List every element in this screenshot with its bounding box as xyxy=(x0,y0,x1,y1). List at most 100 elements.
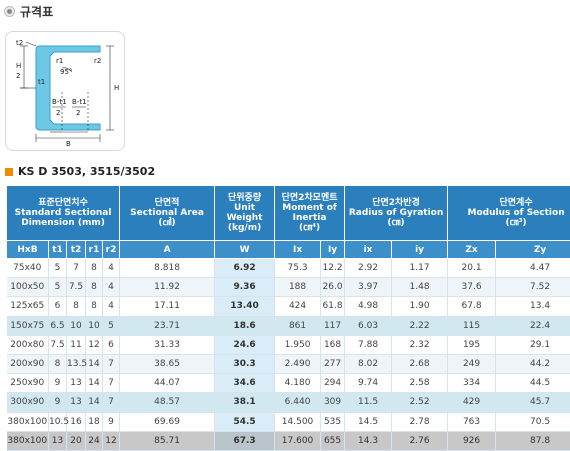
table-cell: 34.6 xyxy=(215,374,275,393)
table-cell: 6.92 xyxy=(215,259,275,278)
h-half-den-label: 2 xyxy=(16,72,20,80)
table-cell: 535 xyxy=(321,412,345,431)
table-cell: 61.8 xyxy=(321,297,345,316)
table-cell: 3.97 xyxy=(345,278,392,297)
table-cell: 8.818 xyxy=(120,259,215,278)
t1-label: t1 xyxy=(38,78,45,86)
table-cell: 75.3 xyxy=(275,259,321,278)
table-cell: 5 xyxy=(49,278,67,297)
table-cell: 125x65 xyxy=(7,297,49,316)
table-cell: 380x100 xyxy=(7,412,49,431)
header-area: 단면적 Sectional Area (㎠) xyxy=(120,186,215,241)
subheader-cell: Iy xyxy=(321,241,345,259)
subheader-cell: ix xyxy=(345,241,392,259)
bt1-num-a: B-t1 xyxy=(52,98,67,106)
table-cell: 6.03 xyxy=(345,316,392,335)
table-cell: 8 xyxy=(67,297,86,316)
table-cell: 309 xyxy=(321,393,345,412)
channel-diagram-svg: t2 H 2 r1 r2 95° t1 H B-t1 2 B-t1 2 B xyxy=(6,32,124,150)
table-cell: 13.4 xyxy=(496,297,570,316)
table-cell: 8 xyxy=(86,259,103,278)
table-cell: 67.8 xyxy=(448,297,496,316)
standard-title: KS D 3503, 3515/3502 xyxy=(18,165,155,178)
table-cell: 70.5 xyxy=(496,412,570,431)
subheader-cell: r1 xyxy=(86,241,103,259)
table-cell: 763 xyxy=(448,412,496,431)
table-cell: 294 xyxy=(321,374,345,393)
table-cell: 655 xyxy=(321,431,345,450)
table-cell: 188 xyxy=(275,278,321,297)
spec-table: 표준단면치수 Standard Sectional Dimension (mm)… xyxy=(6,185,570,451)
table-cell: 4.98 xyxy=(345,297,392,316)
table-cell: 926 xyxy=(448,431,496,450)
table-cell: 44.2 xyxy=(496,354,570,373)
page-title-row: 규격표 xyxy=(4,2,53,20)
t2-label: t2 xyxy=(16,39,23,47)
table-cell: 31.33 xyxy=(120,335,215,354)
table-cell: 44.07 xyxy=(120,374,215,393)
table-cell: 10.5 xyxy=(49,412,67,431)
table-cell: 48.57 xyxy=(120,393,215,412)
table-cell: 14.500 xyxy=(275,412,321,431)
bt1-den-a: 2 xyxy=(56,109,60,117)
table-cell: 200x90 xyxy=(7,354,49,373)
table-cell: 13 xyxy=(49,431,67,450)
table-cell: 37.6 xyxy=(448,278,496,297)
subheader-cell: Zy xyxy=(496,241,570,259)
subheader-cell: HxB xyxy=(7,241,49,259)
subheader-cell: W xyxy=(215,241,275,259)
table-cell: 8 xyxy=(86,297,103,316)
table-cell: 9.74 xyxy=(345,374,392,393)
table-cell: 8 xyxy=(49,354,67,373)
header-dimension: 표준단면치수 Standard Sectional Dimension (mm) xyxy=(7,186,120,241)
table-cell: 4.180 xyxy=(275,374,321,393)
table-cell: 249 xyxy=(448,354,496,373)
table-cell: 11.92 xyxy=(120,278,215,297)
table-cell: 14 xyxy=(86,354,103,373)
table-cell: 11 xyxy=(67,335,86,354)
h-half-label: H xyxy=(16,62,21,70)
table-cell: 9 xyxy=(49,374,67,393)
table-cell: 1.17 xyxy=(392,259,448,278)
bt1-num-b: B-t1 xyxy=(72,98,87,106)
table-cell: 29.1 xyxy=(496,335,570,354)
subheader-cell: Zx xyxy=(448,241,496,259)
table-cell: 18 xyxy=(86,412,103,431)
table-cell: 12 xyxy=(103,431,120,450)
table-cell: 7 xyxy=(103,354,120,373)
table-cell: 277 xyxy=(321,354,345,373)
table-cell: 2.68 xyxy=(392,354,448,373)
table-cell: 8.02 xyxy=(345,354,392,373)
bt1-den-b: 2 xyxy=(76,109,80,117)
table-cell: 23.71 xyxy=(120,316,215,335)
table-cell: 24 xyxy=(86,431,103,450)
table-cell: 9 xyxy=(103,412,120,431)
table-cell: 300x90 xyxy=(7,393,49,412)
table-cell: 38.65 xyxy=(120,354,215,373)
table-cell: 7.5 xyxy=(49,335,67,354)
table-cell: 44.5 xyxy=(496,374,570,393)
table-cell: 2.52 xyxy=(392,393,448,412)
channel-shape xyxy=(36,46,100,130)
table-cell: 168 xyxy=(321,335,345,354)
table-cell: 75x40 xyxy=(7,259,49,278)
table-cell: 14.5 xyxy=(345,412,392,431)
r2-label: r2 xyxy=(94,57,101,65)
table-cell: 250x90 xyxy=(7,374,49,393)
table-cell: 6.440 xyxy=(275,393,321,412)
table-cell: 6 xyxy=(103,335,120,354)
subheader-cell: t1 xyxy=(49,241,67,259)
table-cell: 54.5 xyxy=(215,412,275,431)
table-cell: 5 xyxy=(49,259,67,278)
table-cell: 195 xyxy=(448,335,496,354)
table-cell: 2.78 xyxy=(392,412,448,431)
table-cell: 1.950 xyxy=(275,335,321,354)
header-radius: 단면2차반경 Radius of Gyration (㎝) xyxy=(345,186,448,241)
